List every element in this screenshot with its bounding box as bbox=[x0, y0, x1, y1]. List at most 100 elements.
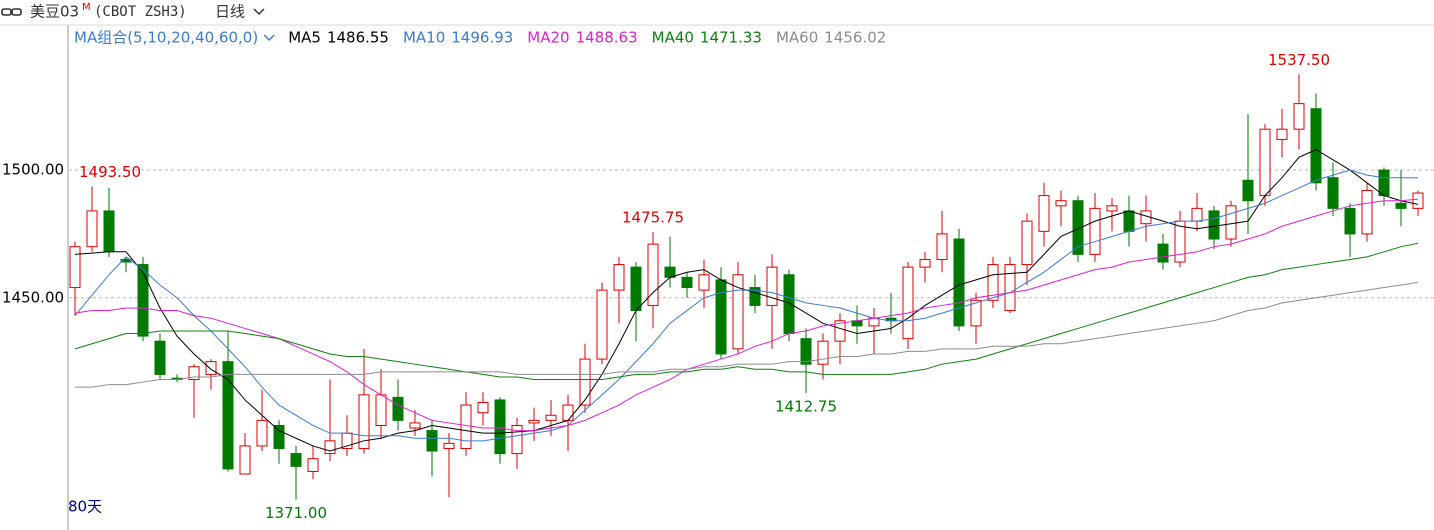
candle-body bbox=[137, 264, 149, 337]
candle bbox=[800, 328, 812, 393]
candle bbox=[239, 433, 251, 475]
legend-name: MA20 bbox=[527, 29, 569, 47]
candle bbox=[817, 333, 829, 380]
candle-body bbox=[426, 430, 438, 452]
flag: M bbox=[82, 2, 91, 13]
link-icon bbox=[1, 8, 22, 16]
candle-body bbox=[1327, 177, 1339, 209]
candle bbox=[528, 407, 540, 441]
ma-line bbox=[74, 169, 1419, 442]
candle-body bbox=[1004, 264, 1016, 312]
candle bbox=[1208, 205, 1220, 250]
candle-body bbox=[103, 210, 115, 253]
candle bbox=[324, 379, 336, 462]
extreme-label: 1475.75 bbox=[622, 208, 684, 226]
candle-body bbox=[681, 276, 693, 289]
candle-body bbox=[1106, 205, 1118, 212]
candle-body bbox=[834, 320, 846, 342]
candle-body bbox=[1021, 220, 1033, 266]
candle bbox=[375, 369, 387, 439]
candle bbox=[1140, 195, 1152, 242]
ma-line bbox=[75, 281, 1419, 388]
candle bbox=[1072, 195, 1084, 263]
candle-body bbox=[1089, 207, 1101, 255]
candle-body bbox=[290, 453, 302, 467]
candle-body bbox=[936, 233, 948, 260]
indicator[interactable]: MA组合(5,10,20,40,60,0) bbox=[74, 29, 258, 47]
candle-body bbox=[579, 358, 591, 406]
y-tick-label: 1500.00 bbox=[2, 161, 64, 179]
candle-body bbox=[324, 440, 336, 455]
legend-name: MA40 bbox=[652, 29, 694, 47]
candle bbox=[1106, 198, 1118, 232]
candle-body bbox=[1361, 189, 1373, 235]
candle-body bbox=[1293, 103, 1305, 130]
ma-line bbox=[74, 242, 1419, 381]
candle bbox=[307, 445, 319, 480]
candle bbox=[477, 392, 489, 426]
candle bbox=[511, 417, 523, 469]
candle-body bbox=[562, 404, 574, 421]
candle bbox=[902, 262, 914, 349]
candle bbox=[834, 313, 846, 365]
candle-body bbox=[953, 238, 965, 327]
symbol-code: (CBOT ZSH3) bbox=[94, 4, 187, 20]
candle bbox=[443, 433, 455, 498]
candle bbox=[426, 420, 438, 477]
legend-value: 1471.33 bbox=[700, 29, 762, 47]
candle-body bbox=[647, 243, 659, 306]
candle bbox=[953, 228, 965, 331]
legend-value: 1486.55 bbox=[327, 29, 389, 47]
candle bbox=[1412, 190, 1424, 217]
candle bbox=[1004, 256, 1016, 314]
candle-body bbox=[732, 274, 744, 350]
candle-body bbox=[256, 419, 268, 447]
period[interactable]: 日线 bbox=[215, 3, 245, 21]
candle-body bbox=[443, 442, 455, 449]
extreme-label: 1371.00 bbox=[265, 504, 327, 522]
candle-body bbox=[1038, 195, 1050, 232]
candle-body bbox=[494, 399, 506, 455]
candle-body bbox=[358, 394, 370, 449]
candle bbox=[1157, 233, 1169, 270]
legend-value: 1496.93 bbox=[451, 29, 513, 47]
candle bbox=[698, 259, 710, 308]
candle bbox=[171, 374, 183, 383]
candle-body bbox=[545, 414, 557, 421]
candle-body bbox=[1242, 179, 1254, 202]
candle-body bbox=[1412, 192, 1424, 209]
candle bbox=[647, 231, 659, 329]
legend-name: MA60 bbox=[776, 29, 818, 47]
candle-body bbox=[239, 445, 251, 475]
legend-name: MA5 bbox=[288, 29, 321, 47]
symbol: 美豆03 bbox=[30, 3, 79, 21]
candle-body bbox=[1344, 207, 1356, 235]
candle bbox=[460, 392, 472, 457]
candle bbox=[494, 397, 506, 464]
candle bbox=[392, 379, 404, 431]
candle bbox=[970, 292, 982, 344]
ma-line bbox=[74, 149, 1419, 452]
candle-body bbox=[188, 366, 200, 381]
legend-value: 1488.63 bbox=[576, 29, 638, 47]
extreme-label: 1537.50 bbox=[1268, 51, 1330, 69]
candle bbox=[1123, 195, 1135, 247]
candle-body bbox=[69, 246, 81, 289]
candle-body bbox=[154, 340, 166, 375]
candle bbox=[613, 256, 625, 324]
candle bbox=[154, 333, 166, 380]
candle-body bbox=[1225, 205, 1237, 240]
candle bbox=[1021, 213, 1033, 285]
candle bbox=[290, 445, 302, 500]
candle bbox=[766, 254, 778, 349]
ma-line bbox=[74, 198, 1419, 432]
candle-body bbox=[902, 266, 914, 340]
candle-body bbox=[613, 264, 625, 291]
indicator-chevron bbox=[263, 34, 275, 42]
period-chevron[interactable] bbox=[253, 8, 265, 16]
candle-body bbox=[528, 419, 540, 424]
candle-body bbox=[392, 396, 404, 421]
candle-body bbox=[409, 422, 421, 429]
candle-body bbox=[783, 274, 795, 335]
